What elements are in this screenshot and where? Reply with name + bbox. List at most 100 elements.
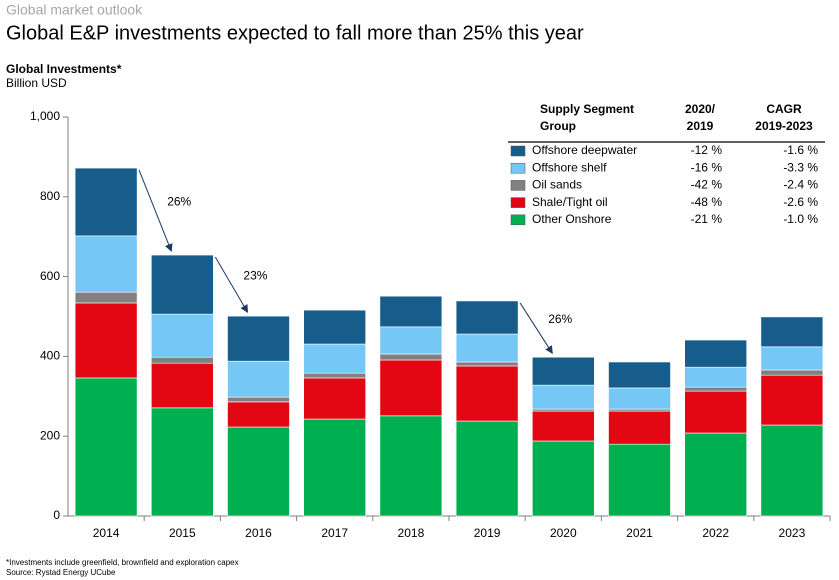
bar-segment: [531, 384, 595, 410]
bar-segment: [379, 326, 443, 355]
bar-segment: [74, 291, 138, 304]
bar-segment: [151, 362, 214, 409]
y-tick-label: 200: [40, 428, 60, 442]
bar-segment: [608, 443, 671, 517]
x-tick-label: 2015: [169, 526, 196, 540]
legend-cagr: -2.6 %: [783, 195, 818, 209]
bar-segment: [227, 360, 290, 398]
legend-header: Supply Segment: [540, 102, 634, 116]
legend-header: Group: [540, 119, 576, 133]
bar-segment: [684, 390, 748, 434]
y-tick-label: 0: [53, 508, 60, 522]
bar-segment: [608, 387, 671, 410]
bar-segment: [760, 424, 824, 517]
footnote: Source: Rystad Energy UCube: [6, 568, 116, 577]
bar-segment: [760, 316, 824, 348]
bar-segment: [227, 315, 290, 362]
bar-segment: [74, 302, 138, 379]
bar-segment: [684, 432, 748, 517]
legend-cagr: -1.6 %: [783, 143, 818, 157]
legend-header: CAGR: [766, 102, 802, 116]
legend-label: Other Onshore: [532, 212, 612, 226]
annotation: 26%: [548, 312, 572, 326]
x-tick-label: 2021: [626, 526, 653, 540]
bar-segment: [455, 361, 519, 367]
x-tick-label: 2020: [550, 526, 577, 540]
bar-segment: [684, 366, 748, 388]
annotation: 23%: [243, 269, 267, 283]
legend-label: Shale/Tight oil: [532, 195, 608, 209]
y-tick-label: 800: [40, 189, 60, 203]
bar-segment: [74, 167, 138, 237]
bar-segment: [455, 365, 519, 422]
bar-segment: [227, 401, 290, 428]
bar-segment: [684, 339, 748, 368]
x-tick-label: 2018: [398, 526, 425, 540]
legend-swatch: [510, 214, 526, 226]
legend-label: Offshore deepwater: [532, 143, 637, 157]
x-tick-label: 2017: [321, 526, 348, 540]
bar-segment: [531, 356, 595, 386]
bar-segment: [303, 343, 367, 374]
y-tick-label: 600: [40, 269, 60, 283]
bar-segment: [379, 415, 443, 517]
legend-swatch: [510, 180, 526, 191]
annotation-arrow: [138, 169, 173, 252]
bar-segment: [151, 254, 214, 315]
legend-change: -21 %: [691, 212, 723, 226]
bar-segment: [151, 313, 214, 358]
bar-segment: [608, 361, 671, 389]
bar-segment: [379, 295, 443, 328]
bar-segment: [379, 353, 443, 361]
bar-segment: [227, 396, 290, 403]
bar-segment: [531, 410, 595, 442]
bar-segment: [227, 426, 290, 517]
legend-label: Oil sands: [532, 178, 582, 192]
legend-label: Offshore shelf: [532, 160, 607, 174]
bar-segment: [684, 386, 748, 392]
annotation-arrow: [214, 256, 249, 313]
bar-segment: [760, 346, 824, 371]
chart-title: Global E&P investments expected to fall …: [6, 22, 584, 44]
bar-segment: [303, 309, 367, 345]
bar-segment: [151, 356, 214, 364]
legend-cagr: -2.4 %: [783, 178, 818, 192]
footnote: *Investments include greenfield, brownfi…: [6, 558, 239, 567]
x-tick-label: 2019: [474, 526, 501, 540]
x-tick-label: 2016: [245, 526, 272, 540]
bar-segment: [303, 418, 367, 517]
kicker: Global market outlook: [6, 2, 143, 18]
unit-label: Billion USD: [6, 76, 67, 90]
x-tick-label: 2014: [93, 526, 120, 540]
subtitle: Global Investments*: [6, 62, 122, 76]
bar-segment: [608, 410, 671, 445]
annotation-arrow: [519, 302, 553, 355]
legend-change: -12 %: [691, 143, 723, 157]
annotation: 26%: [167, 195, 191, 209]
legend-header: 2019: [687, 119, 714, 133]
bar-segment: [379, 359, 443, 417]
bar-segment: [74, 235, 138, 293]
legend-swatch: [510, 162, 526, 174]
legend-cagr: -3.3 %: [783, 160, 818, 174]
legend-change: -42 %: [691, 178, 723, 192]
bar-segment: [455, 333, 519, 363]
legend-header: 2019-2023: [755, 119, 813, 133]
bar-segment: [455, 300, 519, 335]
bar-segment: [74, 377, 138, 517]
legend-cagr: -1.0 %: [783, 212, 818, 226]
y-tick-label: 1,000: [30, 109, 60, 123]
legend-swatch: [510, 145, 526, 157]
legend-header: 2020/: [685, 102, 716, 116]
bar-segment: [760, 369, 824, 376]
bar-segment: [531, 440, 595, 517]
legend-change: -48 %: [691, 195, 723, 209]
bar-segment: [151, 407, 214, 517]
legend-swatch: [510, 197, 526, 208]
legend-change: -16 %: [691, 160, 723, 174]
bar-segment: [303, 372, 367, 379]
y-tick-label: 400: [40, 349, 60, 363]
x-tick-label: 2022: [702, 526, 729, 540]
bar-segment: [455, 420, 519, 517]
